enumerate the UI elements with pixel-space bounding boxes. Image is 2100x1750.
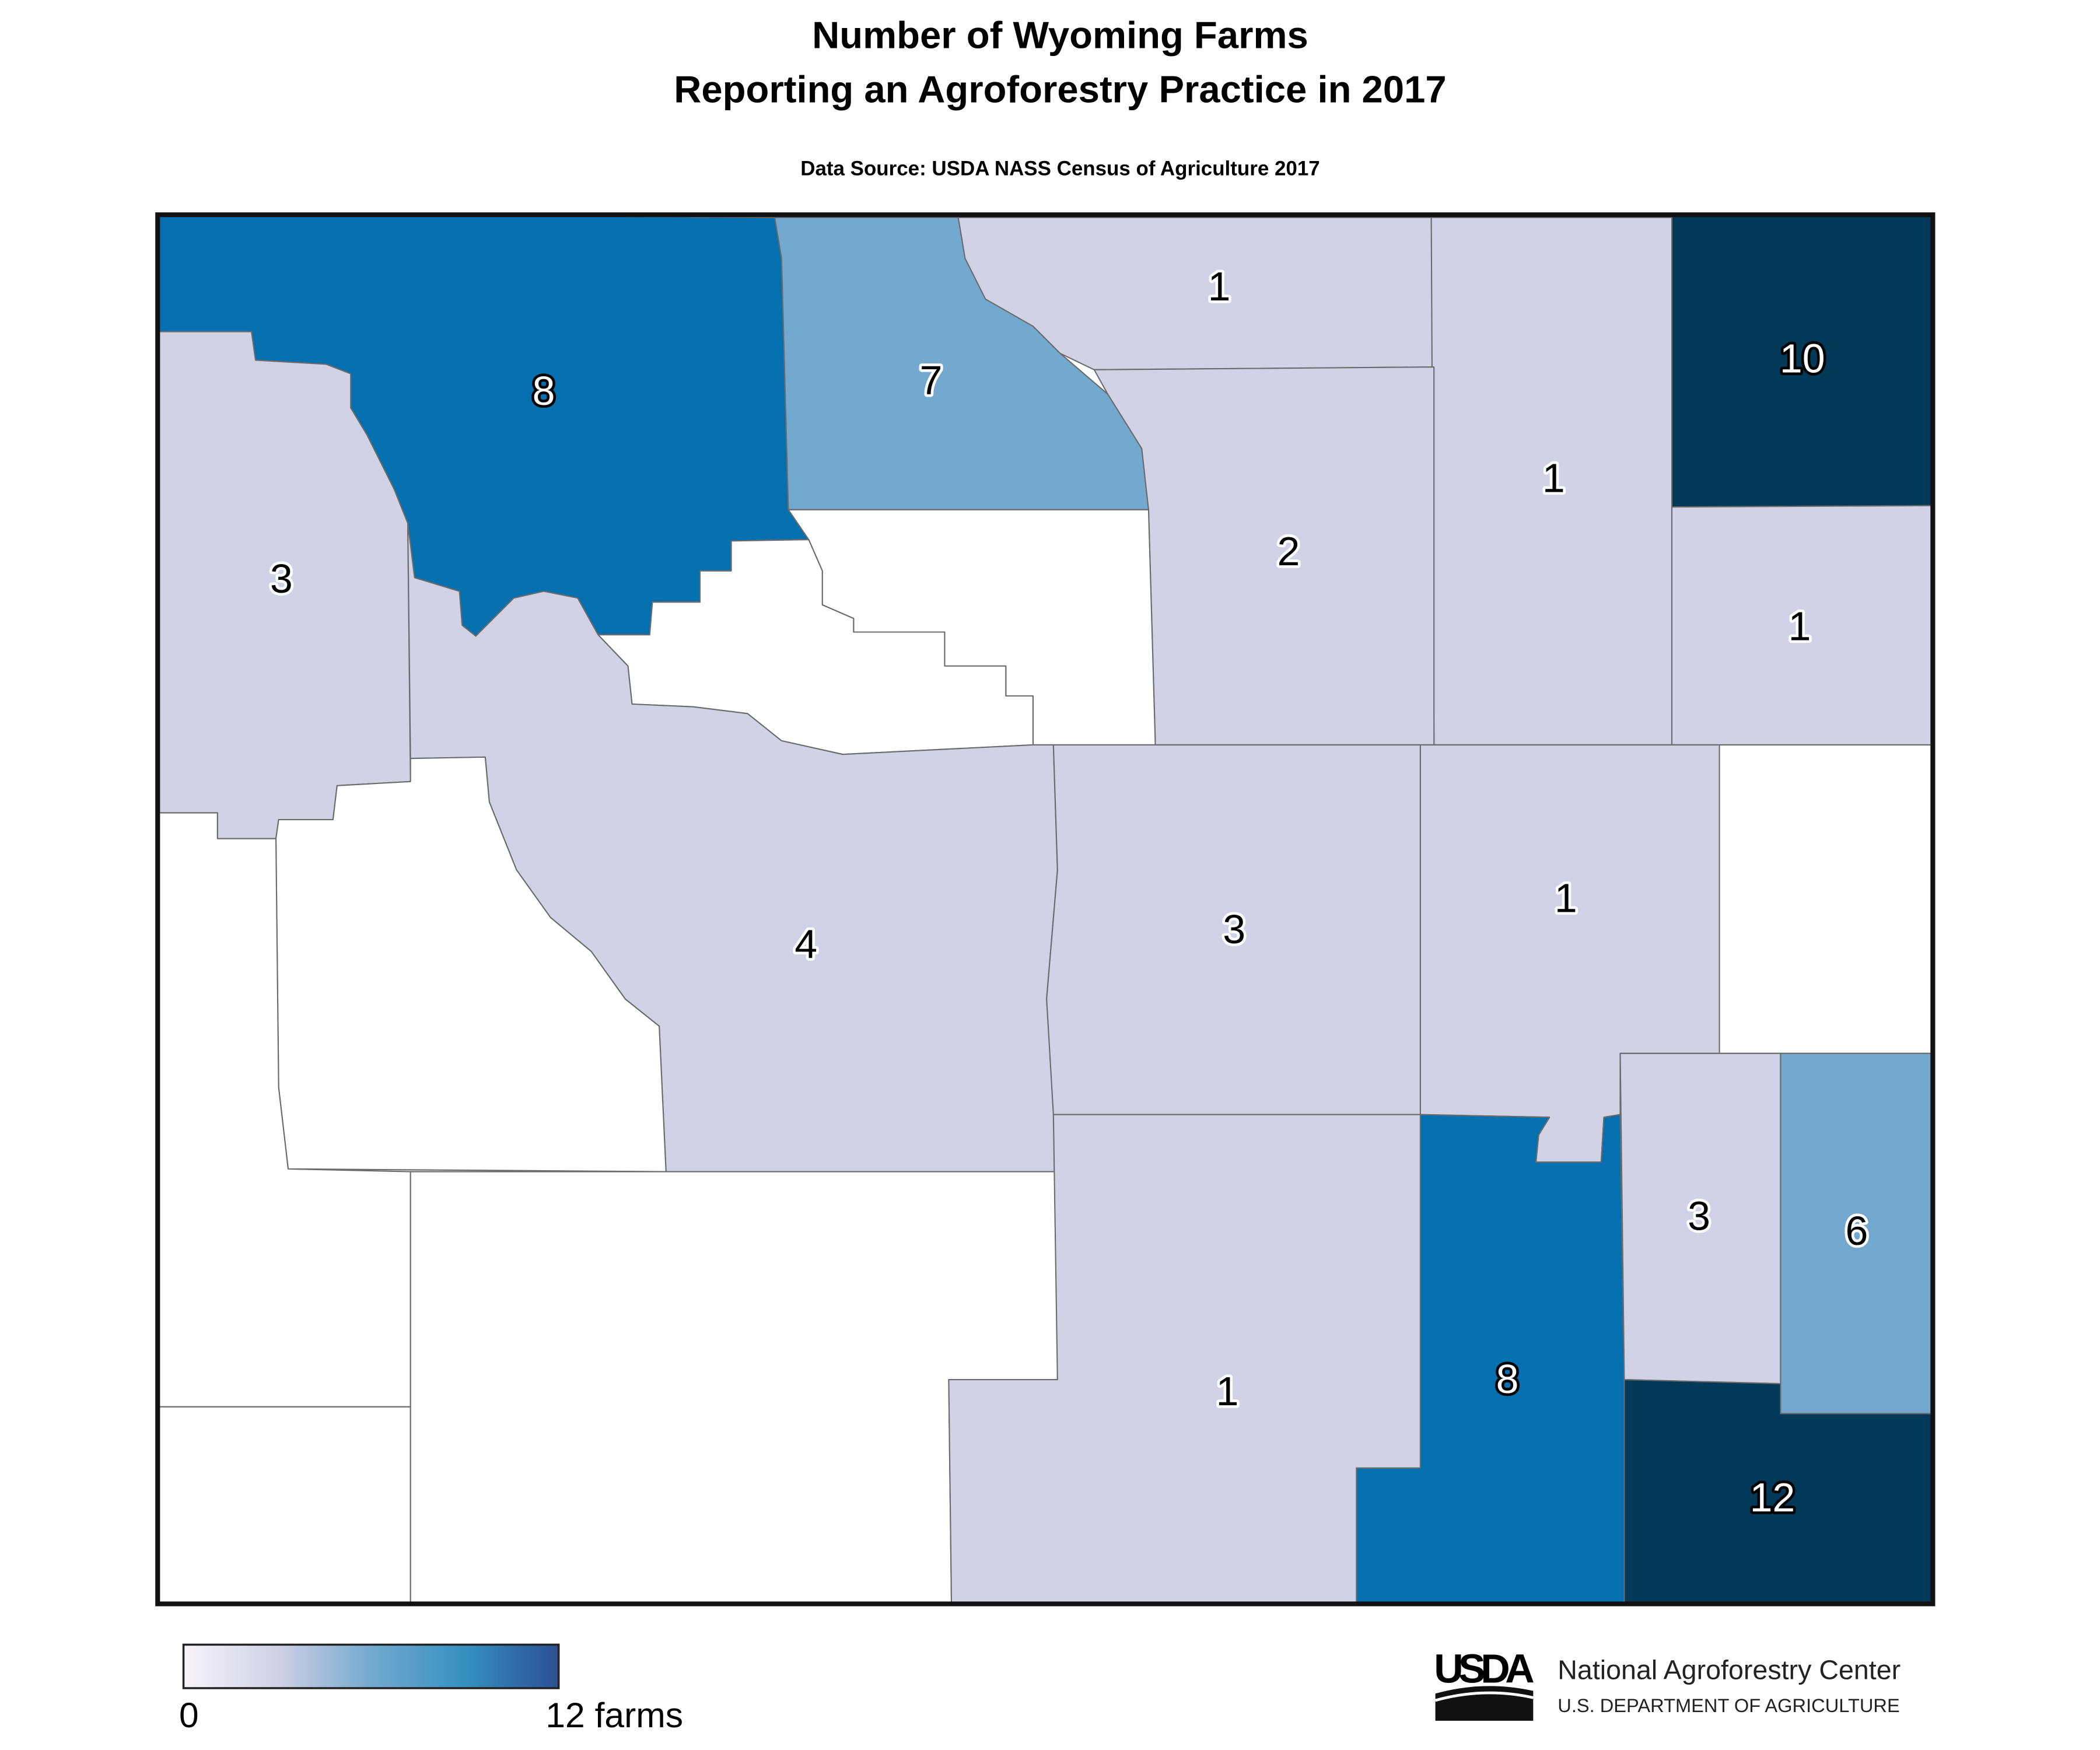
county bbox=[1718, 744, 1934, 1054]
logo-mark bbox=[1435, 1686, 1534, 1721]
county-label: 1 bbox=[1788, 603, 1811, 649]
county-label: 1 bbox=[1208, 264, 1231, 309]
county-layer bbox=[155, 212, 1934, 1605]
county-label: 2 bbox=[1277, 528, 1300, 574]
county bbox=[155, 1406, 411, 1605]
county-label: 8 bbox=[1496, 1356, 1519, 1402]
county-label: 3 bbox=[1688, 1194, 1710, 1239]
county bbox=[1356, 1114, 1625, 1605]
county-label: 1 bbox=[1542, 455, 1565, 501]
county-label: 6 bbox=[1845, 1208, 1868, 1254]
county-label: 3 bbox=[1223, 907, 1245, 952]
county-label: 3 bbox=[270, 556, 293, 601]
source: Data Source: USDA NASS Census of Agricul… bbox=[800, 157, 1320, 180]
county-label: 8 bbox=[533, 368, 555, 414]
county-label: 7 bbox=[920, 358, 943, 403]
logo-text: USDA bbox=[1434, 1646, 1534, 1691]
org-name: National Agroforestry Center bbox=[1558, 1654, 1901, 1685]
legend-bar bbox=[182, 1643, 560, 1689]
legend-max: 12 farms bbox=[545, 1695, 683, 1735]
title-line: Reporting an Agroforestry Practice in 20… bbox=[674, 68, 1446, 111]
county-label: 1 bbox=[1216, 1368, 1239, 1414]
county-label: 4 bbox=[794, 922, 817, 967]
state-outline bbox=[155, 212, 1936, 1606]
logo-stripe bbox=[1434, 1691, 1534, 1702]
usda-logo: USDA bbox=[1434, 1646, 1535, 1721]
title-line: Number of Wyoming Farms bbox=[812, 13, 1308, 56]
county-label: 10 bbox=[1780, 335, 1825, 381]
county-label: 12 bbox=[1750, 1475, 1796, 1520]
county-label: 1 bbox=[1555, 875, 1577, 921]
department: U.S. DEPARTMENT OF AGRICULTURE bbox=[1558, 1695, 1899, 1716]
legend-min: 0 bbox=[179, 1695, 199, 1735]
